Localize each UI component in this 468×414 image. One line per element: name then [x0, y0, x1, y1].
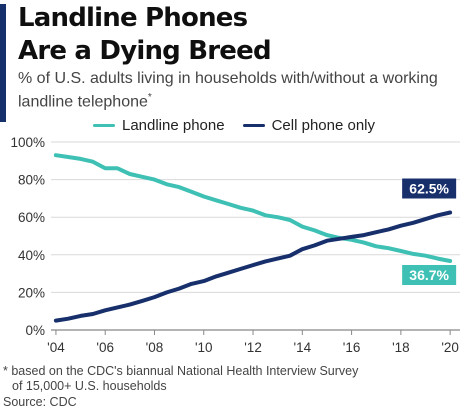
footnote-line-1: * based on the CDC's biannual National H… — [3, 364, 359, 378]
y-tick-label: 100% — [10, 135, 45, 150]
legend-swatch-landline — [92, 124, 115, 127]
y-tick-label: 40% — [18, 248, 45, 263]
y-tick-label: 0% — [25, 323, 45, 338]
series-line-cell-only — [53, 210, 453, 323]
x-tick-label: '14 — [294, 340, 312, 355]
end-label-landline: 36.7% — [402, 265, 457, 286]
source-note: Source: CDC — [3, 395, 77, 409]
subtitle-text: % of U.S. adults living in households wi… — [18, 70, 438, 111]
end-label-text: 36.7% — [409, 267, 449, 283]
chart-title: Landline Phones Are a Dying Breed — [18, 2, 458, 68]
legend-label-landline: Landline phone — [121, 117, 225, 134]
x-tick-label: '20 — [441, 340, 459, 355]
end-label-box — [402, 265, 457, 286]
x-tick-label: '08 — [146, 340, 164, 355]
series-line-landline — [53, 153, 453, 263]
y-tick-label: 80% — [18, 173, 45, 188]
legend-swatch-cell — [242, 124, 265, 127]
title-line-2: Are a Dying Breed — [18, 36, 272, 66]
footnote-line-2: of 15,000+ U.S. households — [12, 379, 167, 393]
chart-subtitle: % of U.S. adults living in households wi… — [18, 69, 458, 111]
x-tick-label: '12 — [244, 340, 262, 355]
footnote: * based on the CDC's biannual National H… — [3, 364, 463, 394]
x-tick-label: '04 — [47, 340, 65, 355]
end-label-cell-only: 62.5% — [402, 178, 457, 199]
legend-label-cell: Cell phone only — [271, 117, 375, 134]
subtitle-footnote-marker: * — [147, 92, 152, 103]
x-tick-label: '18 — [392, 340, 410, 355]
title-accent-bar — [0, 4, 6, 122]
y-tick-label: 60% — [18, 210, 45, 225]
title-line-1: Landline Phones — [18, 3, 248, 33]
x-tick-label: '16 — [343, 340, 361, 355]
chart-legend: Landline phone Cell phone only — [0, 117, 468, 134]
end-label-text: 62.5% — [409, 181, 449, 197]
end-value-labels: 62.5% 36.7% — [402, 178, 457, 286]
gridlines — [51, 141, 460, 335]
tick-labels: 0% 20% 40% 60% 80% 100% '04 '06 '08 '10 '12 '14 '16 '… — [10, 135, 458, 355]
legend-item-cell: Cell phone only — [242, 117, 375, 134]
legend-item-landline: Landline phone — [92, 117, 225, 134]
series-lines — [53, 153, 453, 323]
y-tick-label: 20% — [18, 285, 45, 300]
end-label-box — [402, 178, 457, 199]
x-tick-label: '10 — [195, 340, 213, 355]
x-tick-label: '06 — [96, 340, 114, 355]
